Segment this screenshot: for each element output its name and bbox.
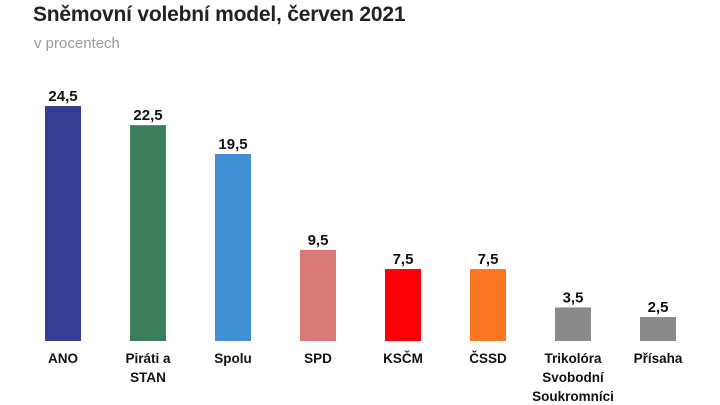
bar-7 — [640, 317, 676, 341]
category-label-7: Přísaha — [634, 351, 683, 366]
value-label-1: 22,5 — [133, 107, 162, 124]
bar-1 — [130, 125, 166, 341]
category-label-6-line-1: Svobodní — [542, 370, 605, 385]
bar-2 — [215, 153, 251, 341]
category-label-4: KSČM — [383, 351, 423, 366]
value-label-2: 19,5 — [218, 136, 247, 153]
value-label-7: 2,5 — [648, 299, 669, 316]
bar-4 — [385, 269, 421, 341]
value-label-4: 7,5 — [393, 251, 414, 268]
value-label-0: 24,5 — [48, 88, 77, 105]
bar-0 — [45, 106, 81, 341]
bar-5 — [470, 269, 506, 341]
category-label-1-line-0: Piráti a — [125, 351, 171, 366]
value-label-3: 9,5 — [308, 232, 329, 249]
chart-subtitle: v procentech — [34, 35, 120, 52]
category-label-6-line-2: Soukromníci — [532, 389, 614, 404]
category-label-3: SPD — [304, 351, 332, 366]
bar-3 — [300, 249, 336, 341]
category-label-1-line-1: STAN — [130, 370, 166, 385]
bar-6 — [555, 307, 591, 341]
chart-title: Sněmovní volební model, červen 2021 — [33, 3, 406, 26]
value-label-5: 7,5 — [478, 251, 499, 268]
category-label-2: Spolu — [214, 351, 252, 366]
category-label-6-line-0: Trikolóra — [544, 351, 602, 366]
category-label-0: ANO — [48, 351, 78, 366]
value-label-6: 3,5 — [563, 289, 584, 306]
category-label-5: ČSSD — [469, 351, 507, 366]
